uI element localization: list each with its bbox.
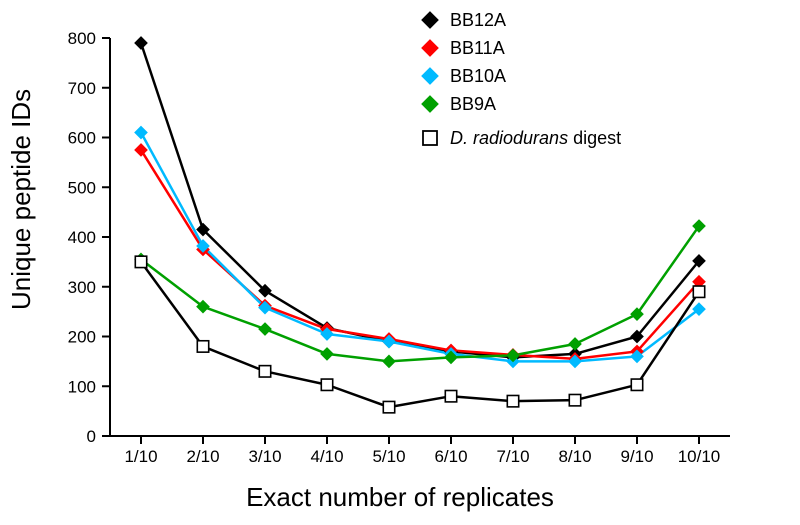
svg-text:0: 0 [87, 427, 96, 446]
legend-marker-icon [420, 38, 440, 58]
svg-text:5/10: 5/10 [372, 447, 405, 466]
legend-label: BB11A [450, 38, 505, 59]
svg-text:7/10: 7/10 [496, 447, 529, 466]
legend-item: BB12A [420, 6, 621, 34]
svg-text:2/10: 2/10 [186, 447, 219, 466]
legend-item: D. radiodurans digest [420, 124, 621, 152]
svg-text:9/10: 9/10 [620, 447, 653, 466]
svg-text:700: 700 [68, 79, 96, 98]
y-axis-label: Unique peptide IDs [6, 89, 37, 310]
svg-text:3/10: 3/10 [248, 447, 281, 466]
svg-text:4/10: 4/10 [310, 447, 343, 466]
x-axis-label: Exact number of replicates [0, 482, 800, 513]
line-chart: 0 100 200 300 400 500 600 700 800 1/10 2/10 3/10 4/1… [0, 0, 800, 525]
chart-container: Unique peptide IDs Exact number of repli… [0, 0, 800, 525]
legend-marker-icon [420, 10, 440, 30]
legend-label: BB10A [450, 66, 506, 87]
svg-text:600: 600 [68, 129, 96, 148]
legend-label: D. radiodurans digest [450, 128, 621, 149]
legend: BB12A BB11A BB10A BB9A D. radiodurans digest [420, 6, 621, 152]
svg-text:400: 400 [68, 228, 96, 247]
svg-text:6/10: 6/10 [434, 447, 467, 466]
legend-label: BB12A [450, 10, 506, 31]
svg-text:100: 100 [68, 377, 96, 396]
svg-text:10/10: 10/10 [678, 447, 721, 466]
legend-item: BB11A [420, 34, 621, 62]
legend-label: BB9A [450, 94, 496, 115]
svg-text:800: 800 [68, 29, 96, 48]
svg-text:200: 200 [68, 328, 96, 347]
legend-marker-icon [420, 128, 440, 148]
svg-text:1/10: 1/10 [124, 447, 157, 466]
legend-marker-icon [420, 66, 440, 86]
legend-item: BB10A [420, 62, 621, 90]
svg-text:500: 500 [68, 178, 96, 197]
legend-marker-icon [420, 94, 440, 114]
legend-item: BB9A [420, 90, 621, 118]
svg-text:300: 300 [68, 278, 96, 297]
svg-text:8/10: 8/10 [558, 447, 591, 466]
